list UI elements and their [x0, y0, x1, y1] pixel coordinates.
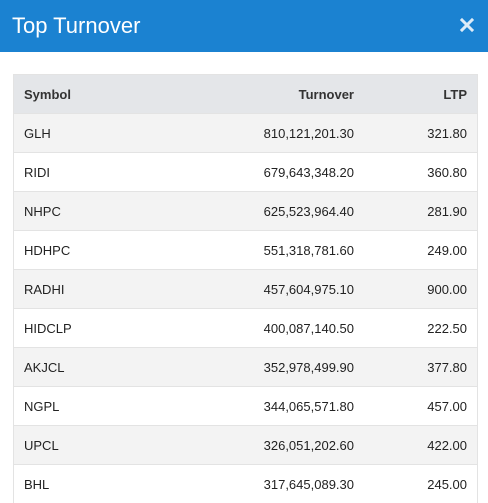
- symbol-cell: UPCL: [14, 426, 154, 465]
- symbol-cell: AKJCL: [14, 348, 154, 387]
- ltp-cell: 422.00: [364, 426, 477, 465]
- symbol-cell: GLH: [14, 114, 154, 153]
- turnover-cell: 625,523,964.40: [154, 192, 364, 231]
- ltp-cell: 360.80: [364, 153, 477, 192]
- symbol-cell: RADHI: [14, 270, 154, 309]
- symbol-cell: HDHPC: [14, 231, 154, 270]
- column-header-symbol: Symbol: [14, 75, 154, 114]
- turnover-cell: 400,087,140.50: [154, 309, 364, 348]
- symbol-cell: BHL: [14, 465, 154, 503]
- turnover-cell: 810,121,201.30: [154, 114, 364, 153]
- symbol-cell: NHPC: [14, 192, 154, 231]
- modal-header: Top Turnover: [0, 0, 488, 52]
- ltp-cell: 249.00: [364, 231, 477, 270]
- close-icon: [460, 18, 474, 32]
- turnover-cell: 551,318,781.60: [154, 231, 364, 270]
- turnover-cell: 317,645,089.30: [154, 465, 364, 503]
- turnover-cell: 352,978,499.90: [154, 348, 364, 387]
- ltp-cell: 245.00: [364, 465, 477, 503]
- close-button[interactable]: [456, 14, 478, 36]
- ltp-cell: 321.80: [364, 114, 477, 153]
- column-header-turnover: Turnover: [154, 75, 364, 114]
- turnover-cell: 344,065,571.80: [154, 387, 364, 426]
- ltp-cell: 222.50: [364, 309, 477, 348]
- ltp-cell: 377.80: [364, 348, 477, 387]
- turnover-cell: 457,604,975.10: [154, 270, 364, 309]
- ltp-cell: 281.90: [364, 192, 477, 231]
- symbol-cell: RIDI: [14, 153, 154, 192]
- symbol-cell: NGPL: [14, 387, 154, 426]
- table-header-row: Symbol Turnover LTP: [14, 75, 477, 114]
- symbol-cell: HIDCLP: [14, 309, 154, 348]
- column-header-ltp: LTP: [364, 75, 477, 114]
- ltp-cell: 457.00: [364, 387, 477, 426]
- turnover-cell: 326,051,202.60: [154, 426, 364, 465]
- ltp-cell: 900.00: [364, 270, 477, 309]
- turnover-cell: 679,643,348.20: [154, 153, 364, 192]
- modal-title: Top Turnover: [12, 12, 140, 40]
